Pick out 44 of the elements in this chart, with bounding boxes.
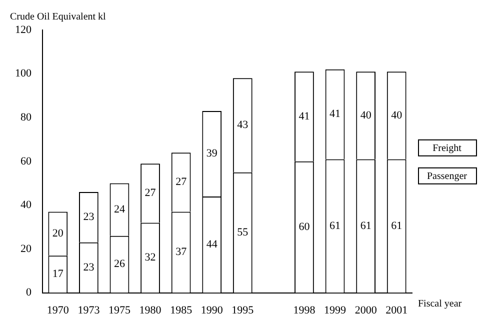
data-label: 26 — [114, 258, 126, 270]
y-tick-label: 100 — [15, 68, 32, 80]
y-axis-title: Crude Oil Equivalent kl — [10, 12, 106, 23]
data-label: 41 — [298, 110, 310, 122]
data-label: 27 — [144, 187, 156, 200]
x-tick-label: 1975 — [108, 304, 131, 316]
data-label: 61 — [330, 220, 341, 232]
x-tick-label: 1998 — [293, 304, 316, 316]
data-label: 61 — [391, 220, 402, 232]
x-tick-label: 2000 — [354, 304, 378, 316]
data-label: 27 — [176, 176, 188, 188]
y-tick-label: 120 — [15, 24, 32, 36]
data-label: 20 — [52, 228, 64, 240]
x-tick-label: 1999 — [324, 304, 347, 316]
data-label: 44 — [206, 238, 218, 251]
y-tick-label: 20 — [20, 242, 32, 255]
text: Passenger — [427, 171, 468, 182]
data-label: 23 — [83, 211, 95, 224]
data-label: 43 — [237, 119, 249, 132]
x-tick-label: 2001 — [386, 304, 408, 316]
data-label: 24 — [114, 203, 126, 216]
data-label: 55 — [237, 226, 249, 238]
text: Freight — [432, 143, 462, 154]
y-tick-label: 40 — [20, 199, 32, 212]
data-label: 23 — [83, 262, 95, 274]
data-label: 40 — [391, 109, 403, 122]
data-label: 61 — [360, 220, 372, 232]
data-label: 41 — [330, 108, 341, 120]
data-label: 39 — [206, 148, 218, 160]
x-axis-title: Fiscal year — [418, 298, 462, 310]
y-tick-label: 60 — [20, 155, 32, 168]
data-label: 60 — [298, 220, 310, 233]
x-tick-label: 1990 — [200, 304, 224, 316]
x-tick-label: 1970 — [46, 304, 70, 316]
x-tick-label: 1973 — [78, 304, 100, 316]
data-label: 17 — [52, 268, 64, 280]
data-label: 32 — [144, 252, 156, 264]
data-label: 40 — [360, 109, 372, 122]
data-label: 37 — [176, 246, 188, 258]
y-tick-label: 0 — [26, 286, 32, 299]
x-tick-label: 1995 — [232, 304, 254, 316]
y-tick-label: 80 — [20, 111, 32, 124]
x-tick-label: 1980 — [139, 304, 162, 316]
x-tick-label: 1985 — [170, 304, 193, 316]
